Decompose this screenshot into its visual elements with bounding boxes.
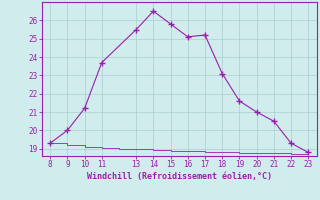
X-axis label: Windchill (Refroidissement éolien,°C): Windchill (Refroidissement éolien,°C) <box>87 172 272 181</box>
